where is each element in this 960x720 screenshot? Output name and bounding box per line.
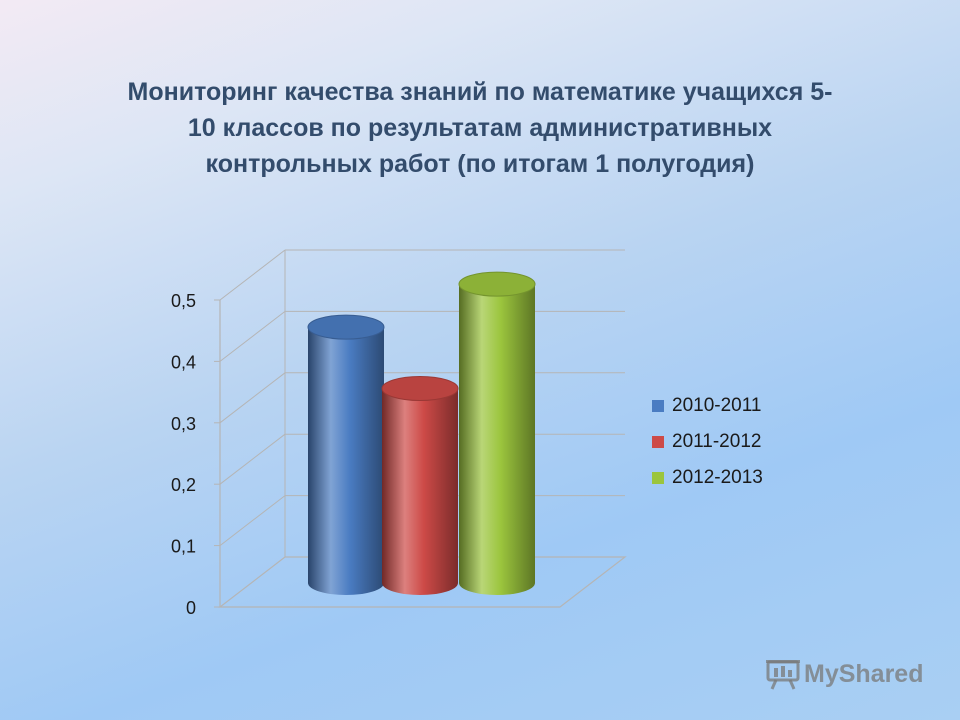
- presentation-board-icon: [766, 660, 800, 690]
- gridline-side: [219, 372, 286, 424]
- chart-title: Мониторинг качества знаний по математике…: [40, 74, 920, 182]
- gridline-side: [219, 495, 286, 546]
- bar-body: [459, 284, 535, 595]
- bar-top: [458, 271, 536, 297]
- watermark: MyShared: [766, 656, 923, 692]
- y-axis-ticks: 0 0,1 0,2 0,3 0,4 0,5: [171, 291, 220, 618]
- chart-floor: [218, 556, 627, 608]
- bar-body: [382, 388, 458, 595]
- legend-label: 2010-2011: [672, 395, 762, 416]
- y-tick-label: 0,3: [171, 414, 196, 434]
- legend-label: 2011-2012: [672, 431, 762, 452]
- legend-item: 2012-2013: [652, 460, 763, 496]
- chart-legend: 2010-2011 2011-2012 2012-2013: [652, 388, 763, 496]
- legend-swatch-2010-2011: [652, 400, 664, 412]
- bar-2011-2012: [381, 376, 459, 595]
- chart-bars: [307, 271, 536, 595]
- gridline-side: [219, 249, 286, 301]
- watermark-text: MyShared: [804, 659, 924, 688]
- gridline-side: [219, 433, 286, 485]
- legend-swatch-2012-2013: [652, 472, 664, 484]
- y-tick-label: 0,2: [171, 475, 196, 495]
- chart-title-line-1: Мониторинг качества знаний по математике…: [127, 78, 833, 106]
- legend-item: 2010-2011: [652, 388, 763, 424]
- chart-title-line-2: 10 классов по результатам административн…: [187, 114, 773, 142]
- legend-label: 2012-2013: [672, 467, 763, 488]
- bar-top: [307, 314, 385, 340]
- gridline-side: [219, 311, 286, 362]
- bar-2012-2013: [458, 271, 536, 595]
- bar-body: [308, 327, 384, 595]
- legend-item: 2011-2012: [652, 424, 763, 460]
- bar-2010-2011: [307, 314, 385, 595]
- legend-swatch-2011-2012: [652, 436, 664, 448]
- y-tick-label: 0: [186, 598, 196, 618]
- y-tick-label: 0,5: [171, 291, 196, 311]
- bar-top: [381, 376, 459, 402]
- y-tick-label: 0,1: [171, 537, 196, 557]
- chart-title-line-3: контрольных работ (по итогам 1 полугодия…: [205, 150, 755, 178]
- y-tick-label: 0,4: [171, 352, 196, 372]
